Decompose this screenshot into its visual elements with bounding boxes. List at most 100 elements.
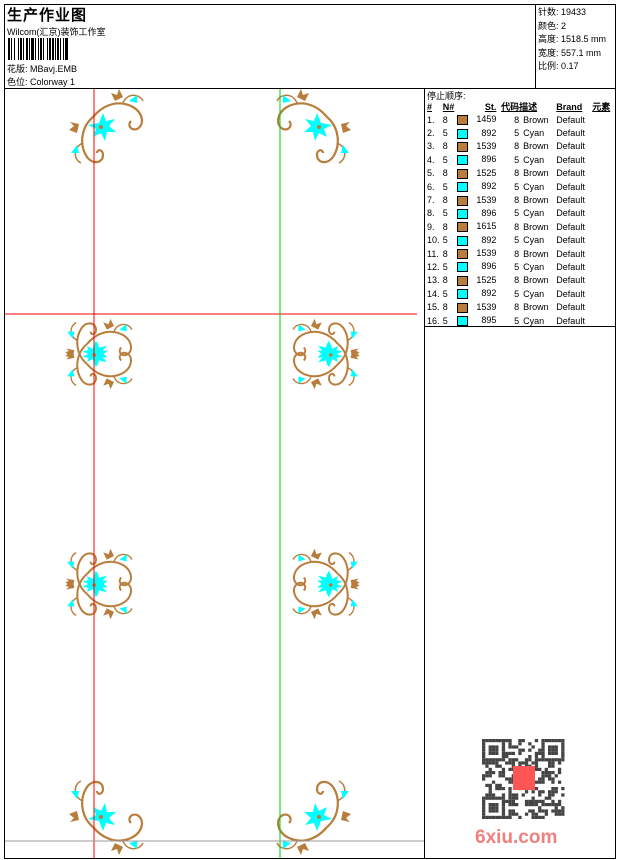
barcode-bar	[68, 38, 69, 60]
table-row: 5. 8 1525 8 Brown Default	[427, 167, 615, 180]
row-number: 15.	[427, 302, 440, 313]
column-header: #	[427, 101, 433, 112]
needle: 8	[442, 302, 448, 313]
barcode-bar	[48, 38, 49, 60]
row-number: 8.	[427, 208, 435, 219]
code: 8	[514, 114, 520, 125]
colorway: 色位: Colorway 1	[7, 75, 75, 88]
needle: 8	[442, 114, 448, 125]
table-row: 4. 5 896 5 Cyan Default	[427, 153, 615, 166]
needle: 5	[442, 315, 448, 326]
color-swatch	[457, 262, 469, 273]
color-swatch	[457, 141, 469, 152]
scale-row: 比例: 0.17	[538, 60, 616, 74]
description: Cyan	[523, 235, 545, 246]
stop-sequence-table: # N# St. 代码 描述 Brand 元素 1. 8 1459 8 Brown Defa…	[427, 100, 615, 327]
code: 8	[514, 141, 520, 152]
barcode-bar	[57, 38, 59, 60]
barcode-bar	[35, 38, 36, 60]
brand: Default	[556, 288, 585, 299]
brand: Default	[556, 128, 585, 139]
flourish-bottom-right	[275, 779, 353, 857]
code: 8	[514, 275, 520, 286]
needle: 8	[442, 248, 448, 259]
brand: Default	[556, 261, 585, 272]
element	[592, 234, 615, 247]
stitches: 895	[457, 314, 496, 327]
design-info: 针数: 19433 颜色: 2 高度: 1518.5 mm 宽度: 557.1 …	[535, 4, 616, 89]
brand: Default	[556, 315, 585, 326]
table-row: 6. 5 892 5 Cyan Default	[427, 180, 615, 193]
row-number: 11.	[427, 248, 439, 259]
color-swatch	[457, 316, 469, 327]
needle: 5	[442, 128, 448, 139]
element	[592, 113, 615, 126]
barcode-bar	[43, 38, 44, 60]
description: Brown	[523, 275, 549, 286]
design-value: MBavj.EMB	[30, 64, 78, 74]
element	[592, 207, 615, 220]
flourish-top-right	[275, 89, 353, 165]
needle: 5	[442, 208, 448, 219]
stitches-row: 针数: 19433	[538, 6, 616, 20]
table-row: 15. 8 1539 8 Brown Default	[427, 300, 615, 313]
element	[592, 314, 615, 327]
barcode-bar	[42, 38, 43, 60]
barcode-bar	[12, 38, 14, 60]
barcode-bar	[59, 38, 60, 60]
description: Cyan	[523, 181, 545, 192]
colorway-value: Colorway 1	[30, 77, 76, 87]
color-swatch	[457, 182, 469, 193]
code: 5	[514, 288, 520, 299]
brand: Default	[556, 195, 585, 206]
description: Cyan	[523, 128, 545, 139]
stop-sequence-title: 停止顺序:	[427, 91, 466, 101]
barcode-bar	[63, 38, 64, 60]
barcode-bar	[10, 38, 11, 60]
company-name: Wilcom(汇京)装饰工作室	[7, 27, 106, 37]
table-row: 8. 5 896 5 Cyan Default	[427, 207, 615, 220]
barcode-bar	[65, 38, 68, 60]
flourish-mid-right-2	[292, 547, 361, 621]
stitch-count: 1525	[476, 167, 497, 178]
stitch-count: 1615	[476, 221, 497, 232]
code: 8	[514, 302, 520, 313]
barcode-bar	[51, 38, 52, 60]
flourish-mid-left-2	[64, 547, 133, 621]
needle: 8	[442, 195, 448, 206]
element	[592, 180, 615, 193]
color-swatch	[457, 208, 469, 219]
barcode-bar	[64, 38, 65, 60]
element	[592, 153, 615, 166]
table-row: 14. 5 892 5 Cyan Default	[427, 287, 615, 300]
qr-code	[482, 739, 565, 819]
height-value: 1518.5 mm	[561, 34, 607, 44]
stitch-count: 896	[481, 261, 497, 272]
barcode-bar	[34, 38, 35, 60]
table-row: 13. 8 1525 8 Brown Default	[427, 274, 615, 287]
stitches: 1539	[457, 140, 496, 153]
color-swatch	[457, 302, 469, 313]
code: 5	[514, 208, 520, 219]
row-number: 6.	[427, 181, 435, 192]
table-row: 3. 8 1539 8 Brown Default	[427, 140, 615, 153]
stitch-count: 1539	[476, 194, 497, 205]
table-row: 16. 5 895 5 Cyan Default	[427, 314, 615, 327]
barcode-bar	[30, 38, 31, 60]
barcode-bar	[61, 38, 63, 60]
barcode-bar	[18, 38, 19, 60]
watermark-logo: 6xiu.com	[475, 827, 558, 848]
barcode-bar	[47, 38, 48, 60]
table-row: 2. 5 892 5 Cyan Default	[427, 126, 615, 139]
barcode-bar	[19, 38, 20, 60]
column-header: 描述	[519, 102, 538, 112]
color-swatch	[457, 235, 469, 246]
barcode-bar	[29, 38, 30, 60]
header: 生产作业图 Wilcom(汇京)装饰工作室 花版: MBavj.EMB 色位: …	[4, 4, 616, 89]
needle: 8	[442, 275, 448, 286]
needle: 5	[442, 181, 448, 192]
element	[592, 140, 615, 153]
needle: 5	[442, 154, 448, 165]
barcode-bar	[8, 38, 10, 60]
element	[592, 126, 615, 139]
